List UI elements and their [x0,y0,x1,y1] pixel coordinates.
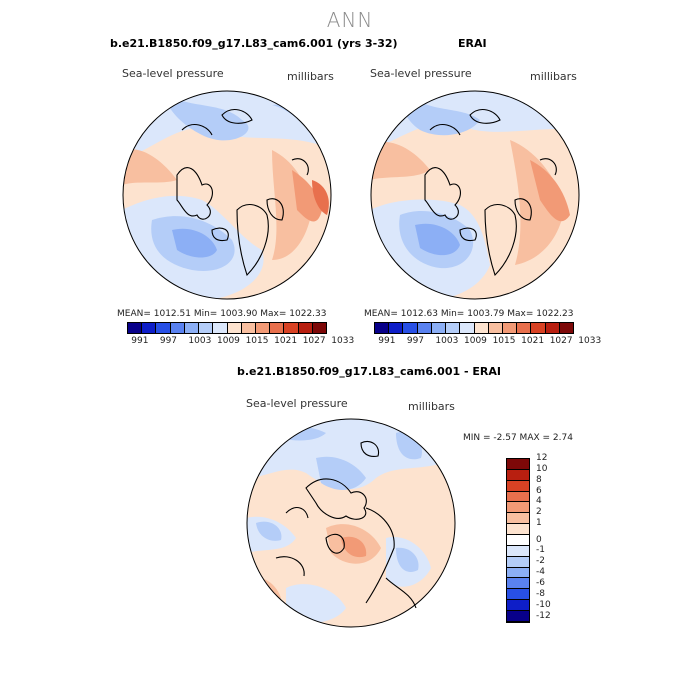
panel1-colorbar-color-swatch [156,323,171,333]
panel2-title: ERAI [458,37,487,50]
panel1-colorbar-tick-label: 991 [131,336,149,346]
panel1-colorbar-tick-label: 1027 [302,336,326,346]
panel1-map [122,90,332,300]
panel2-colorbar-color-swatch [375,323,390,333]
panel2-units: millibars [530,70,577,83]
diff-colorbar-swatch [507,556,529,568]
panel3-map [246,418,456,628]
panel2-colorbar-color-swatch [517,323,532,333]
diff-colorbar-swatch [507,469,529,481]
diff-colorbar-swatch [507,578,529,590]
diff-colorbar-swatch [507,600,529,612]
panel2-colorbar-color-swatch [474,323,489,333]
diff-colorbar-swatch [507,567,529,579]
panel1-colorbar-color-swatch [128,323,143,333]
panel3-stats: MIN = -2.57 MAX = 2.74 [463,433,573,443]
panel1-colorbar-tick-label: 1003 [188,336,212,346]
panel2-colorbar-color-swatch [389,323,404,333]
panel2-colorbar-tick-label: 1009 [464,336,487,346]
panel2-colorbar-tick-label: 997 [406,336,425,346]
panel1-colorbar-tick-label: 1015 [245,336,269,346]
panel3-title: b.e21.B1850.f09_g17.L83_cam6.001 - ERAI [237,365,501,378]
diff-colorbar-tick-label: -8 [536,588,545,599]
panel1-colorbar-color-swatch [255,323,271,333]
panel1-colorbar-tick-label: 1009 [217,336,240,346]
panel1-colorbar-tick-label: 997 [159,336,178,346]
diff-colorbar-swatch [507,513,529,525]
diff-colorbar-swatch [507,611,529,622]
panel2-colorbar-tick-label: 1003 [435,336,459,346]
panel2-colorbar-color-swatch [559,323,574,333]
diff-colorbar-tick-label: -10 [536,599,551,610]
panel2-colorbar-color-swatch [545,323,560,333]
panel1-colorbar-color-swatch [284,323,299,333]
panel1-title: b.e21.B1850.f09_g17.L83_cam6.001 (yrs 3-… [110,37,398,50]
panel1-colorbar-color-swatch [213,323,228,333]
panel1-colorbar-color-swatch [241,323,256,333]
diff-colorbar-swatch [507,524,529,536]
panel2-colorbar-color-swatch [403,323,418,333]
diff-colorbar-swatch [507,589,529,601]
panel1-colorbar-color-swatch [270,323,285,333]
diff-colorbar-tick-label: 2 [536,507,542,518]
diff-colorbar-swatch [507,491,529,503]
panel1-colorbar-color-swatch [227,323,242,333]
panel3-units: millibars [408,400,455,413]
panel2-colorbar-tick-label: 1015 [492,336,516,346]
panel2-colorbar-color-swatch [417,323,432,333]
diff-colorbar-tick-label: -6 [536,577,545,588]
panel2-map [370,90,580,300]
panel2-colorbar-color-swatch [446,323,461,333]
diff-colorbar-tick-label: 4 [536,496,542,507]
diff-colorbar-tick-label: -2 [536,556,545,567]
panel2-colorbar-tick-label: 991 [378,336,396,346]
panel1-colorbar-color-swatch [142,323,157,333]
panel2-colorbar-color-swatch [502,323,518,333]
diff-colorbar-tick-label: 0 [536,534,542,545]
panel2-colorbar-color-swatch [488,323,503,333]
panel2-colorbar: 991 997 1003 1009 1015 1021 1027 1033 [374,322,601,348]
diff-colorbar-tick-label: 12 [536,453,548,463]
panel2-variable: Sea-level pressure [370,67,472,80]
diff-colorbar-tick-label: 1 [536,518,542,529]
panel2-colorbar-tick-label: 1027 [549,336,573,346]
panel1-variable: Sea-level pressure [122,67,224,80]
panel2-colorbar-tick-label: 1033 [578,336,602,346]
diff-colorbar-swatch [507,535,529,546]
diff-colorbar-tick-label: -1 [536,545,545,556]
diff-colorbar-tick-label: -4 [536,567,545,578]
diff-colorbar-tick-label: -12 [536,610,551,621]
panel1-colorbar-color-swatch [298,323,313,333]
panel1-colorbar-color-swatch [170,323,185,333]
diff-colorbar-tick-label: 10 [536,463,548,474]
diff-colorbar-swatch [507,480,529,492]
diff-colorbar-swatch [507,502,529,514]
panel1-colorbar-color-swatch [184,323,200,333]
panel2-colorbar-color-swatch [531,323,546,333]
panel2-colorbar-color-swatch [431,323,447,333]
panel2-colorbar-tick-label: 1021 [521,336,545,346]
diff-colorbar-swatch [507,545,529,557]
panel1-colorbar: 991 997 1003 1009 1015 1021 1027 1033 [127,322,354,348]
panel1-colorbar-color-swatch [199,323,214,333]
diff-colorbar-swatch [507,459,529,470]
diff-colorbar-tick-label: 6 [536,485,542,496]
diff-colorbar: 12 10 8 6 4 2 1 0 -1 -2 -4 -6 -8 -10 -12 [506,453,551,623]
panel2-colorbar-color-swatch [460,323,475,333]
diff-colorbar-tick-label: 8 [536,474,542,485]
panel2-stats: MEAN= 1012.63 Min= 1003.79 Max= 1022.23 [364,309,574,319]
panel1-units: millibars [287,70,334,83]
panel3-variable: Sea-level pressure [246,397,348,410]
figure-title: ANN [326,8,374,32]
panel1-colorbar-color-swatch [312,323,327,333]
panel1-colorbar-tick-label: 1033 [331,336,355,346]
panel1-colorbar-tick-label: 1021 [274,336,298,346]
panel1-stats: MEAN= 1012.51 Min= 1003.90 Max= 1022.33 [117,309,327,319]
